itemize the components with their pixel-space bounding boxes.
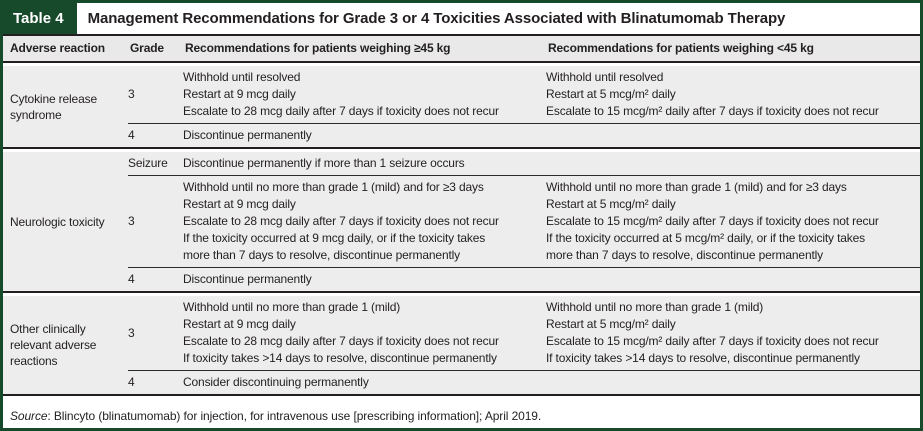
grade-rows: 3 Withhold until resolved Restart at 9 m… — [128, 66, 920, 147]
recommendation-both-weights: Consider discontinuing permanently — [183, 375, 369, 389]
adverse-reaction-label: Other clinically relevant adverse reacti… — [10, 322, 97, 368]
grade-value: 4 — [128, 272, 135, 286]
table-title: Management Recommendations for Grade 3 o… — [87, 10, 786, 27]
grade-value: 4 — [128, 128, 135, 142]
grade-rows: 3 Withhold until no more than grade 1 (m… — [128, 296, 920, 394]
table-number-badge: Table 4 — [3, 3, 77, 34]
recommendation-lt45kg: Withhold until no more than grade 1 (mil… — [546, 300, 879, 365]
column-header-recommendations-ge45kg: Recommendations for patients weighing ≥4… — [185, 41, 451, 55]
section-other-adverse-reactions: Other clinically relevant adverse reacti… — [3, 296, 920, 396]
table-row: 3 Withhold until no more than grade 1 (m… — [128, 175, 920, 267]
grade-value: 4 — [128, 375, 135, 389]
recommendation-both-weights: Discontinue permanently if more than 1 s… — [183, 156, 465, 170]
source-text: : Blincyto (blinatumomab) for injection,… — [47, 409, 542, 423]
table-title-bar: Table 4 Management Recommendations for G… — [3, 3, 920, 36]
column-header-grade: Grade — [130, 41, 164, 55]
recommendation-ge45kg: Withhold until no more than grade 1 (mil… — [183, 180, 499, 262]
source-label: Source — [10, 409, 48, 423]
grade-value: Seizure — [128, 156, 168, 170]
table-row: Seizure Discontinue permanently if more … — [128, 152, 920, 175]
adverse-reaction-label: Cytokine release syndrome — [10, 91, 97, 122]
grade-rows: Seizure Discontinue permanently if more … — [128, 152, 920, 291]
table-row: 3 Withhold until resolved Restart at 9 m… — [128, 66, 920, 123]
recommendation-ge45kg: Withhold until no more than grade 1 (mil… — [183, 300, 499, 365]
grade-value: 3 — [128, 214, 135, 228]
recommendation-lt45kg: Withhold until no more than grade 1 (mil… — [546, 180, 879, 262]
section-neurologic-toxicity: Neurologic toxicity Seizure Discontinue … — [3, 152, 920, 293]
recommendation-ge45kg: Withhold until resolved Restart at 9 mcg… — [183, 70, 499, 118]
table-row: 4 Discontinue permanently — [128, 267, 920, 291]
column-header-recommendations-lt45kg: Recommendations for patients weighing <4… — [548, 41, 814, 55]
recommendation-lt45kg: Withhold until resolved Restart at 5 mcg… — [546, 70, 879, 118]
section-cytokine-release-syndrome: Cytokine release syndrome 3 Withhold unt… — [3, 66, 920, 149]
table-row: 4 Consider discontinuing permanently — [128, 370, 920, 394]
column-header-row: Adverse reaction Grade Recommendations f… — [3, 36, 920, 63]
recommendation-both-weights: Discontinue permanently — [183, 128, 312, 142]
grade-value: 3 — [128, 87, 135, 101]
recommendation-both-weights: Discontinue permanently — [183, 272, 312, 286]
table-row: 4 Discontinue permanently — [128, 123, 920, 147]
grade-value: 3 — [128, 325, 135, 340]
column-header-adverse-reaction: Adverse reaction — [10, 41, 105, 55]
adverse-reaction-label: Neurologic toxicity — [10, 214, 105, 229]
source-note: Source: Blincyto (blinatumomab) for inje… — [3, 403, 920, 428]
table-row: 3 Withhold until no more than grade 1 (m… — [128, 296, 920, 370]
